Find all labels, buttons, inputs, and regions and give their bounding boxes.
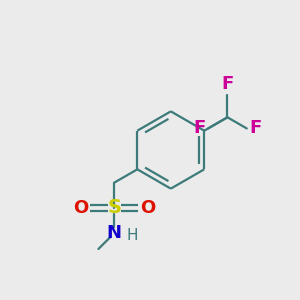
Text: N: N (107, 224, 122, 242)
Text: F: F (194, 119, 206, 137)
Text: S: S (107, 199, 121, 218)
Text: O: O (140, 199, 156, 217)
Text: H: H (127, 228, 138, 243)
Text: F: F (221, 75, 234, 93)
Text: O: O (73, 199, 88, 217)
Text: F: F (249, 119, 261, 137)
